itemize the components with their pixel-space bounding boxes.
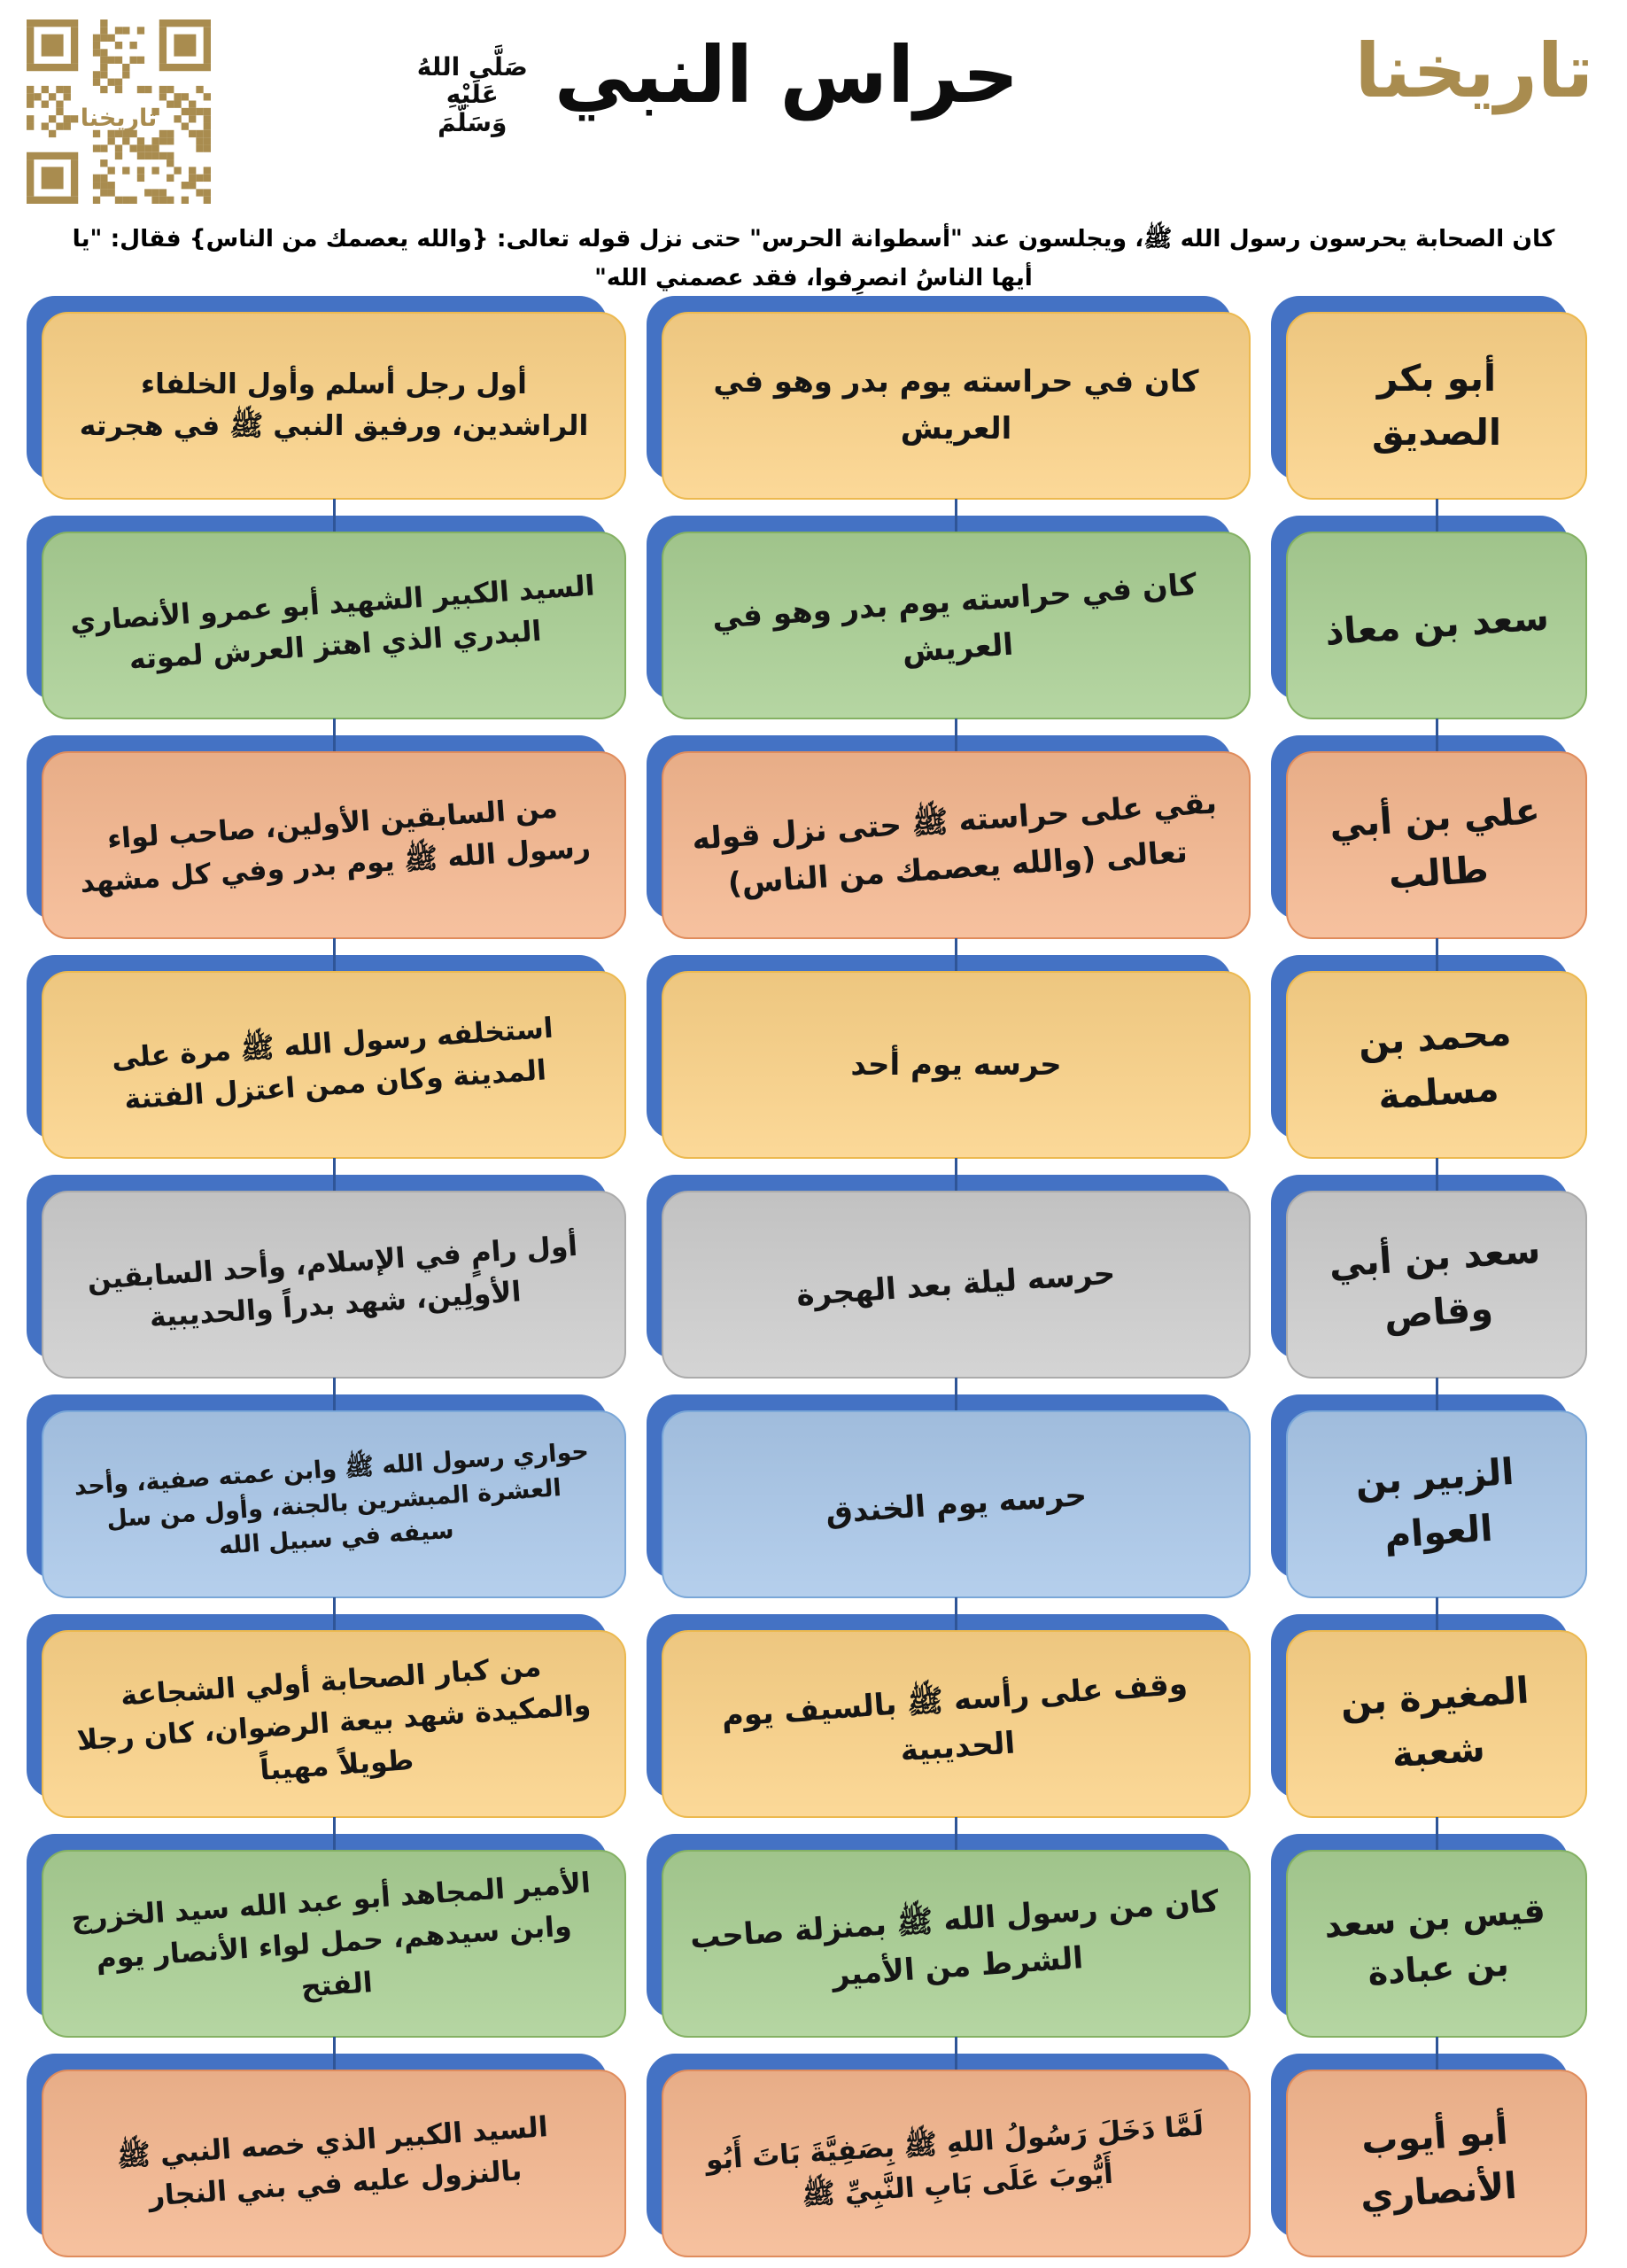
guard-role: كان في حراسته يوم بدر وهو في العريش bbox=[713, 364, 1199, 447]
guard-bio: أول رامٍ في الإسلام، وأحد السابقين الأول… bbox=[86, 1230, 579, 1334]
guard-role-box: كان في حراسته يوم بدر وهو في العريش bbox=[647, 296, 1251, 533]
page-title: حراس النبي bbox=[554, 29, 1019, 120]
guard-name: علي بن أبي طالب bbox=[1328, 788, 1542, 897]
guard-role: حرسه يوم الخندق bbox=[824, 1477, 1089, 1531]
guard-name: المغيرة بن شعبة bbox=[1338, 1668, 1530, 1775]
guard-bio: السيد الكبير الشهيد أبو عمرو الأنصاري ال… bbox=[69, 570, 596, 677]
guard-bio-box: السيد الكبير الذي خصه النبي ﷺ بالنزول عل… bbox=[27, 2054, 626, 2257]
guard-role: لَمَّا دَخَلَ رَسُولُ اللهِ ﷺ بِصَفِيَّة… bbox=[704, 2109, 1205, 2211]
title-block: حراس النبي صَلَّى اللهُ عَلَيْهِ وَسَلَّ… bbox=[0, 23, 1436, 136]
guards-grid: أبو بكر الصديق كان في حراسته يوم بدر وهو… bbox=[27, 296, 1587, 2257]
salawat-line: صَلَّى اللهُ bbox=[416, 52, 528, 82]
guard-role-box: بقي على حراسته ﷺ حتى نزل قوله تعالى (وال… bbox=[647, 735, 1251, 973]
guard-name-box: أبو أيوب الأنصاري bbox=[1271, 2054, 1587, 2257]
guard-name-box: قيس بن سعد بن عبادة bbox=[1271, 1834, 1587, 2071]
guard-bio: حواري رسول الله ﷺ وابن عمته صفية، وأحد ا… bbox=[73, 1438, 590, 1561]
guard-bio-box: أول رجل أسلم وأول الخلفاء الراشدين، ورفي… bbox=[27, 296, 626, 533]
guard-bio-box: أول رامٍ في الإسلام، وأحد السابقين الأول… bbox=[27, 1175, 626, 1412]
guard-role-box: حرسه ليلة بعد الهجرة bbox=[647, 1175, 1251, 1412]
guard-bio-box: السيد الكبير الشهيد أبو عمرو الأنصاري ال… bbox=[27, 516, 626, 753]
guard-role: كان من رسول الله ﷺ بمنزلة صاحب الشرط من … bbox=[688, 1884, 1220, 1993]
guard-role-box: حرسه يوم أحد bbox=[647, 955, 1251, 1192]
guard-name: قيس بن سعد بن عبادة bbox=[1322, 1891, 1547, 1993]
guard-name: سعد بن أبي وقاص bbox=[1327, 1228, 1542, 1337]
guard-bio-box: من السابقين الأولين، صاحب لواء رسول الله… bbox=[27, 735, 626, 973]
guard-role: حرسه ليلة بعد الهجرة bbox=[795, 1255, 1117, 1314]
salawat-line: عَلَيْهِ bbox=[445, 80, 499, 110]
salawat-line: وَسَلَّمَ bbox=[438, 107, 507, 137]
guard-name-box: أبو بكر الصديق bbox=[1271, 296, 1587, 533]
guard-name-box: الزبير بن العوام bbox=[1271, 1394, 1587, 1632]
guard-role-box: حرسه يوم الخندق bbox=[647, 1394, 1251, 1632]
guard-name-box: المغيرة بن شعبة bbox=[1271, 1614, 1587, 1852]
guard-name: سعد بن معاذ bbox=[1323, 595, 1550, 655]
guard-name: أبو بكر الصديق bbox=[1372, 356, 1501, 454]
guard-bio: الأمير المجاهد أبو عبد الله سيد الخزرج و… bbox=[70, 1867, 593, 2004]
guard-bio: السيد الكبير الذي خصه النبي ﷺ بالنزول عل… bbox=[115, 2110, 549, 2213]
intro-hadith-text: كان الصحابة يحرسون رسول الله ﷺ، ويجلسون … bbox=[72, 225, 1555, 291]
guard-bio-box: حواري رسول الله ﷺ وابن عمته صفية، وأحد ا… bbox=[27, 1394, 626, 1632]
guard-name: محمد بن مسلمة bbox=[1356, 1010, 1513, 1117]
guard-name: أبو أيوب الأنصاري bbox=[1359, 2109, 1519, 2218]
qr-pattern-icon bbox=[27, 19, 211, 204]
brand-logo: تاريخنا bbox=[1354, 27, 1593, 114]
guard-bio-box: الأمير المجاهد أبو عبد الله سيد الخزرج و… bbox=[27, 1834, 626, 2071]
guard-role: بقي على حراسته ﷺ حتى نزل قوله تعالى (وال… bbox=[691, 785, 1219, 903]
guard-name-box: سعد بن أبي وقاص bbox=[1271, 1175, 1587, 1412]
guard-role-box: وقف على رأسه ﷺ بالسيف يوم الحديبية bbox=[647, 1614, 1251, 1852]
guard-bio: استخلفه رسول الله ﷺ مرة على المدينة وكان… bbox=[110, 1012, 554, 1116]
guard-bio: من السابقين الأولين، صاحب لواء رسول الله… bbox=[79, 792, 592, 900]
guard-role: كان في حراسته يوم بدر وهو في العريش bbox=[710, 567, 1198, 671]
guard-role-box: لَمَّا دَخَلَ رَسُولُ اللهِ ﷺ بِصَفِيَّة… bbox=[647, 2054, 1251, 2257]
guard-role: حرسه يوم أحد bbox=[850, 1046, 1062, 1083]
guard-name-box: علي بن أبي طالب bbox=[1271, 735, 1587, 973]
guard-name: الزبير بن العوام bbox=[1353, 1449, 1515, 1557]
guard-bio-box: من كبار الصحابة أولي الشجاعة والمكيدة شه… bbox=[27, 1614, 626, 1852]
salawat-calligraphy-icon: صَلَّى اللهُ عَلَيْهِ وَسَلَّمَ bbox=[417, 53, 528, 136]
guard-role-box: كان في حراسته يوم بدر وهو في العريش bbox=[647, 516, 1251, 753]
guard-name-box: سعد بن معاذ bbox=[1271, 516, 1587, 753]
guard-name-box: محمد بن مسلمة bbox=[1271, 955, 1587, 1192]
guard-bio: أول رجل أسلم وأول الخلفاء الراشدين، ورفي… bbox=[79, 368, 589, 442]
guard-bio-box: استخلفه رسول الله ﷺ مرة على المدينة وكان… bbox=[27, 955, 626, 1192]
guard-role: وقف على رأسه ﷺ بالسيف يوم الحديبية bbox=[720, 1666, 1189, 1769]
guard-bio: من كبار الصحابة أولي الشجاعة والمكيدة شه… bbox=[75, 1651, 593, 1787]
guard-role-box: كان من رسول الله ﷺ بمنزلة صاحب الشرط من … bbox=[647, 1834, 1251, 2071]
